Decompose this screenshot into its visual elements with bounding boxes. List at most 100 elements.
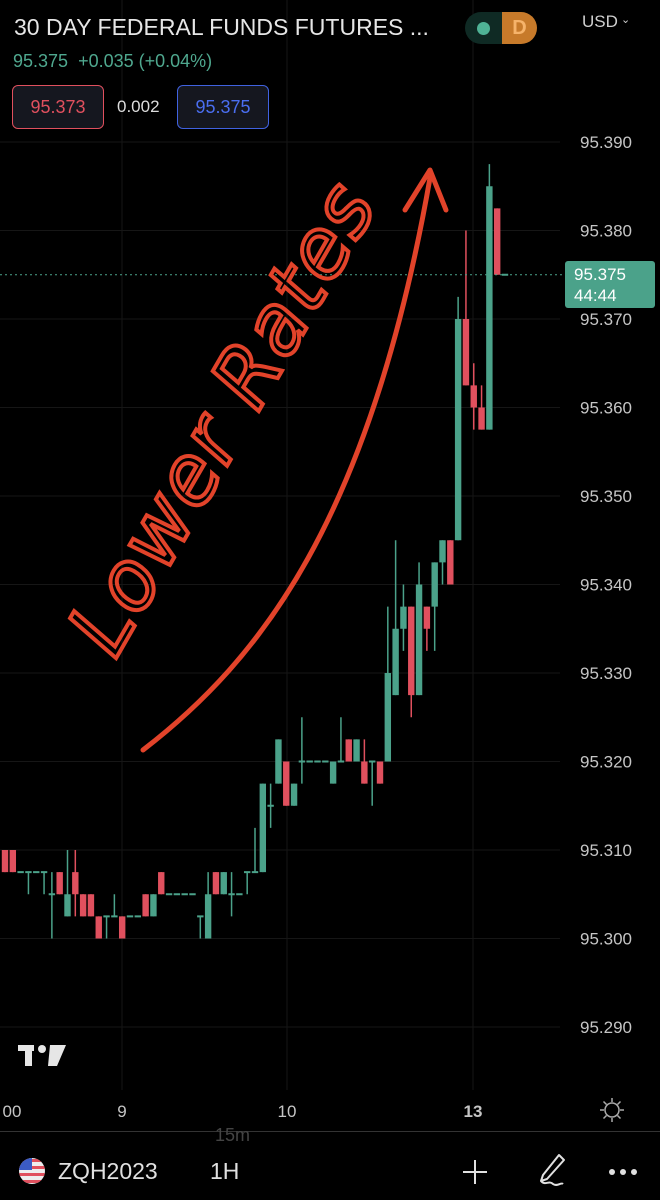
candle xyxy=(361,739,368,784)
currency-label: USD xyxy=(582,12,618,31)
candle-body xyxy=(118,916,126,939)
bar-countdown: 44:44 xyxy=(574,286,617,305)
more-dots-icon[interactable] xyxy=(608,1164,640,1180)
candle-body xyxy=(384,673,392,762)
spread-value: 0.002 xyxy=(117,97,160,116)
candle-body xyxy=(447,540,454,585)
candle xyxy=(290,783,298,806)
candle-body xyxy=(126,915,134,918)
time-tick-label: 13 xyxy=(464,1102,483,1121)
candle xyxy=(243,871,251,895)
candle xyxy=(9,850,17,873)
tradingview-logo xyxy=(18,1045,66,1066)
buy-ask-button[interactable]: 95.375 xyxy=(177,85,269,129)
candle xyxy=(408,606,415,718)
sun-icon[interactable] xyxy=(600,1098,624,1122)
market-status-pill[interactable]: D xyxy=(465,12,537,44)
candle xyxy=(181,893,188,896)
candle xyxy=(306,760,313,763)
candle xyxy=(423,606,431,651)
price-chart[interactable]: 95.390 95.380 95.370 95.360 95.350 95.340 95.3… xyxy=(0,0,660,1135)
candle-body xyxy=(345,739,352,762)
symbol-title[interactable]: 30 DAY FEDERAL FUNDS FUTURES ... xyxy=(14,14,429,40)
market-open-dot-icon xyxy=(477,21,490,35)
candle xyxy=(17,871,24,874)
candle xyxy=(158,872,165,895)
candle-body xyxy=(283,761,290,806)
candle xyxy=(56,872,63,895)
candle xyxy=(48,872,56,939)
candle-body xyxy=(368,760,376,763)
price-tick-label: 95.340 xyxy=(580,576,632,595)
price-tick-label: 95.350 xyxy=(580,487,632,506)
candle-body xyxy=(431,562,438,607)
candle-body xyxy=(251,871,259,874)
candle-body xyxy=(392,628,399,696)
price-tick-label: 95.320 xyxy=(580,753,632,772)
chevron-down-icon: ⌄ xyxy=(617,14,631,26)
price-tick-label: 95.310 xyxy=(580,841,632,860)
candle-body xyxy=(142,894,149,917)
pen-icon[interactable] xyxy=(535,1152,567,1188)
candle-body xyxy=(329,761,337,784)
candle xyxy=(470,363,477,430)
candle xyxy=(236,893,243,896)
currency-select[interactable]: USD ⌄ xyxy=(582,12,630,32)
candle-body xyxy=(33,871,40,874)
candle xyxy=(400,584,407,651)
candle xyxy=(134,915,142,918)
candle xyxy=(251,827,259,874)
candle xyxy=(462,230,470,386)
time-tick-label: 10 xyxy=(278,1102,297,1121)
candle-body xyxy=(439,540,446,563)
candle xyxy=(1,850,9,873)
annotation-drawing[interactable]: Lower Rates xyxy=(48,163,449,753)
sell-bid-button[interactable]: 95.373 xyxy=(12,85,104,129)
candle-body xyxy=(415,584,423,696)
candle xyxy=(345,739,352,762)
candle-body xyxy=(9,850,17,873)
candle-body xyxy=(361,761,368,784)
price-tick-label: 95.360 xyxy=(580,399,632,418)
candle xyxy=(212,872,220,895)
candle xyxy=(33,871,40,874)
time-tick-label: 00 xyxy=(3,1102,22,1121)
candle-body xyxy=(290,783,298,806)
candle-body xyxy=(103,915,110,918)
candle-body xyxy=(454,319,462,541)
candle xyxy=(79,894,87,917)
candle-body xyxy=(259,783,267,873)
candle xyxy=(72,850,79,917)
candle-body xyxy=(478,407,485,430)
price-tick-label: 95.330 xyxy=(580,664,632,683)
last-price-value: 95.375 xyxy=(574,265,626,284)
candle-body xyxy=(228,893,235,896)
candle-body xyxy=(486,186,493,430)
candle xyxy=(454,296,462,541)
candle xyxy=(486,164,493,430)
candle-body xyxy=(470,385,477,408)
quote-line: 95.375 +0.035 (+0.04%) xyxy=(13,51,212,72)
price-tick-label: 95.290 xyxy=(580,1018,632,1037)
time-axis[interactable]: 00 9 10 13 xyxy=(3,1102,483,1121)
candle-body xyxy=(134,915,142,918)
candle-body xyxy=(337,760,345,763)
candle-body xyxy=(267,804,274,807)
plus-icon[interactable] xyxy=(461,1158,489,1186)
price-axis[interactable]: 95.390 95.380 95.370 95.360 95.350 95.340 95.3… xyxy=(580,133,632,1037)
candle-body xyxy=(40,871,48,874)
candles xyxy=(1,164,509,939)
candle-body xyxy=(493,208,501,275)
symbol-button[interactable]: ZQH2023 xyxy=(58,1158,158,1184)
candle xyxy=(322,760,329,763)
candle-body xyxy=(158,872,165,895)
candle-body xyxy=(243,871,251,874)
candle xyxy=(439,540,446,585)
candle xyxy=(392,540,399,696)
candle-body xyxy=(197,915,204,918)
candle xyxy=(118,916,126,939)
candle xyxy=(126,915,134,918)
last-price: 95.375 xyxy=(13,51,69,71)
candle-body xyxy=(376,761,384,784)
interval-button[interactable]: 1H xyxy=(210,1158,240,1184)
